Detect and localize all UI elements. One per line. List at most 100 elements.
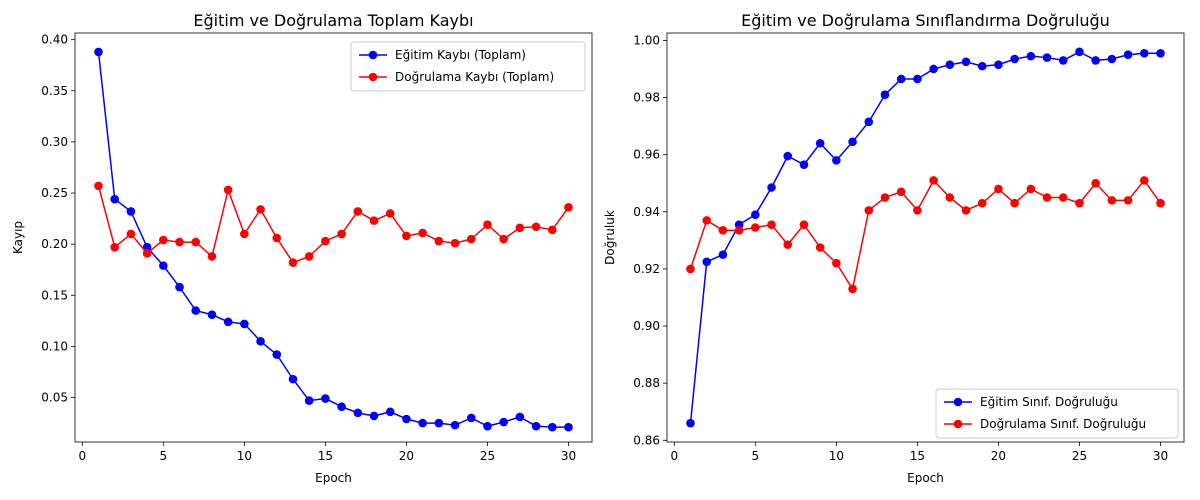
data-point <box>434 418 444 428</box>
data-point <box>94 47 103 57</box>
data-point <box>686 418 695 428</box>
data-point <box>515 223 525 233</box>
data-point <box>126 229 136 239</box>
series-line <box>689 51 1161 424</box>
data-point <box>1010 54 1019 64</box>
series-line <box>97 185 570 264</box>
data-point <box>450 238 460 248</box>
y-tick-label: 0.30 <box>41 135 68 149</box>
data-point <box>913 206 922 215</box>
legend-marker <box>368 72 378 82</box>
data-point <box>288 258 298 267</box>
y-axis-label: Doğruluk <box>603 210 617 265</box>
data-point <box>1010 198 1019 208</box>
data-point <box>1091 56 1100 65</box>
y-tick-label: 0.86 <box>633 433 660 447</box>
data-point <box>848 284 857 294</box>
y-tick-label: 0.25 <box>41 186 68 200</box>
x-tick-label: 20 <box>399 449 414 463</box>
data-point <box>223 317 233 327</box>
data-point <box>483 421 492 431</box>
y-tick-label: 0.98 <box>633 91 660 105</box>
data-point <box>385 209 395 218</box>
data-point <box>434 236 444 246</box>
x-tick-label: 25 <box>480 449 495 463</box>
data-point <box>977 198 987 208</box>
data-point <box>702 257 712 267</box>
data-point <box>686 264 695 274</box>
data-point <box>110 242 120 252</box>
data-point <box>945 193 955 202</box>
data-point <box>256 205 265 214</box>
y-axis-label: Kayıp <box>11 221 25 254</box>
data-point <box>1156 198 1165 208</box>
data-point <box>1058 56 1068 65</box>
y-tick-label: 0.96 <box>633 148 660 162</box>
data-point <box>240 229 249 239</box>
data-point <box>304 396 314 405</box>
data-point <box>815 243 825 252</box>
x-tick-label: 0 <box>78 449 86 463</box>
series-line <box>689 179 1162 291</box>
legend-marker <box>953 397 963 407</box>
data-point <box>718 250 728 259</box>
data-point <box>564 203 573 212</box>
x-tick-label: 5 <box>160 449 168 463</box>
y-tick-label: 0.35 <box>41 84 68 98</box>
data-point <box>402 231 411 241</box>
x-tick-label: 30 <box>561 449 576 463</box>
data-point <box>564 422 573 432</box>
data-point <box>799 160 809 169</box>
y-tick-label: 0.20 <box>41 237 68 251</box>
data-point <box>175 282 184 292</box>
data-point <box>767 183 776 192</box>
plot-frame <box>74 32 593 443</box>
data-point <box>832 156 841 165</box>
data-point <box>864 117 874 127</box>
data-point <box>994 60 1003 70</box>
data-point <box>1107 54 1117 64</box>
x-tick-label: 15 <box>318 449 333 463</box>
data-point <box>1123 196 1133 205</box>
data-point <box>961 57 971 67</box>
data-point <box>110 194 120 204</box>
data-point <box>483 220 492 230</box>
legend: Eğitim Kaybı (Toplam) Doğrulama Kaybı (To… <box>350 41 586 92</box>
y-tick-label: 0.10 <box>41 339 68 353</box>
data-point <box>848 137 857 147</box>
data-point <box>499 417 508 427</box>
loss-chart: Eğitim ve Doğrulama Toplam Kaybı 0 5 10 15 20… <box>11 11 593 485</box>
plot-frame <box>666 32 1185 443</box>
legend: Eğitim Sınıf. Doğruluğu Doğrulama Sınıf. … <box>935 388 1179 439</box>
data-point <box>256 336 265 346</box>
data-point <box>1075 198 1084 208</box>
data-point <box>159 235 168 245</box>
data-point <box>466 413 476 423</box>
x-tick-label: 10 <box>237 449 252 463</box>
data-point <box>272 233 282 243</box>
series-line <box>97 51 569 428</box>
data-point <box>880 193 890 202</box>
data-point <box>945 60 955 70</box>
x-tick-label: 20 <box>991 449 1006 463</box>
data-point <box>702 216 712 225</box>
data-point <box>547 422 557 432</box>
data-point <box>288 374 298 384</box>
data-point <box>1156 48 1165 58</box>
y-tick-label: 0.88 <box>633 376 660 390</box>
data-point <box>369 411 379 421</box>
data-point <box>864 206 874 215</box>
data-point <box>191 237 201 247</box>
data-point <box>191 306 201 315</box>
legend-label: Eğitim Sınıf. Doğruluğu <box>980 395 1118 409</box>
data-point <box>126 207 136 216</box>
x-tick-label: 30 <box>1153 449 1168 463</box>
data-point <box>815 138 825 148</box>
data-point <box>929 64 938 74</box>
data-point <box>531 222 541 232</box>
y-tick-label: 1.00 <box>633 33 660 47</box>
data-point <box>547 225 557 235</box>
data-point <box>929 176 938 185</box>
x-tick-label: 0 <box>670 449 678 463</box>
